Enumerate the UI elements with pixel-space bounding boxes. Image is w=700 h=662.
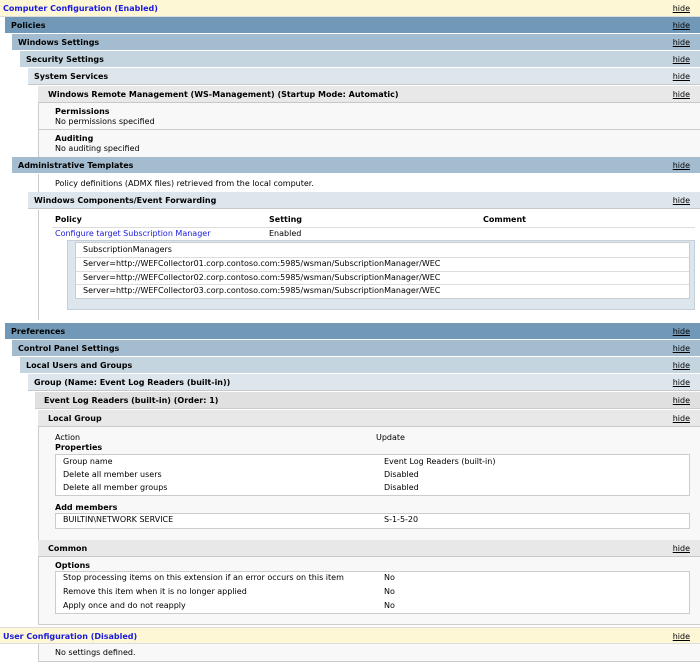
section-title: Policies (11, 21, 46, 30)
auditing-label: Auditing (55, 134, 94, 143)
property-value: Disabled (384, 483, 419, 492)
section-title: Control Panel Settings (18, 344, 120, 353)
section-title: Common (48, 544, 88, 553)
options-label: Options (55, 561, 91, 570)
option-name: Apply once and do not reapply (63, 601, 186, 610)
user-config-details (38, 644, 700, 662)
option-name: Stop processing items on this extension … (63, 573, 344, 582)
list-item: Server=http://WEFCollector03.corp.contos… (83, 286, 441, 295)
properties-label: Properties (55, 443, 103, 452)
auditing-value: No auditing specified (55, 144, 140, 153)
hide-link[interactable]: hide (672, 196, 690, 205)
property-name: Group name (63, 457, 113, 466)
permissions-label: Permissions (55, 107, 110, 116)
permissions-value: No permissions specified (55, 117, 155, 126)
hide-link[interactable]: hide (672, 396, 690, 405)
member-name: BUILTIN\NETWORK SERVICE (63, 515, 174, 524)
user-configuration-header[interactable]: User Configuration (Disabled) hide (0, 627, 700, 644)
column-setting: Setting (269, 215, 302, 224)
common-header[interactable]: Common hide (38, 540, 700, 557)
column-policy: Policy (55, 215, 82, 224)
computer-configuration-header[interactable]: Computer Configuration (Enabled) hide (0, 0, 700, 17)
section-title: Windows Components/Event Forwarding (34, 196, 217, 205)
section-title: User Configuration (Disabled) (3, 632, 138, 641)
group-header[interactable]: Group (Name: Event Log Readers (built-in… (28, 374, 700, 391)
service-details (38, 103, 700, 157)
policy-link[interactable]: Configure target Subscription Manager (55, 229, 211, 238)
list-item: Server=http://WEFCollector02.corp.contos… (83, 273, 441, 282)
property-name: Delete all member groups (63, 483, 168, 492)
hide-link[interactable]: hide (672, 4, 690, 13)
event-forwarding-header[interactable]: Windows Components/Event Forwarding hide (28, 192, 700, 209)
no-settings-note: No settings defined. (55, 648, 136, 657)
list-item: Server=http://WEFCollector01.corp.contos… (83, 259, 441, 268)
members-table (55, 513, 690, 529)
property-value: Event Log Readers (built-in) (384, 457, 496, 466)
section-title: Event Log Readers (built-in) (Order: 1) (44, 396, 219, 405)
hide-link[interactable]: hide (672, 38, 690, 47)
winrm-service-header[interactable]: Windows Remote Management (WS-Management… (38, 86, 700, 103)
hide-link[interactable]: hide (672, 544, 690, 553)
hide-link[interactable]: hide (672, 414, 690, 423)
property-value: Disabled (384, 470, 419, 479)
hide-link[interactable]: hide (672, 90, 690, 99)
windows-settings-header[interactable]: Windows Settings hide (12, 34, 700, 51)
hide-link[interactable]: hide (672, 632, 690, 641)
section-title: Windows Settings (18, 38, 100, 47)
security-settings-header[interactable]: Security Settings hide (20, 51, 700, 68)
policy-setting: Enabled (269, 229, 302, 238)
hide-link[interactable]: hide (672, 161, 690, 170)
section-title: System Services (34, 72, 109, 81)
local-group-header[interactable]: Local Group hide (38, 410, 700, 427)
properties-table (55, 454, 690, 496)
column-comment: Comment (483, 215, 526, 224)
section-title: Computer Configuration (Enabled) (3, 4, 158, 13)
local-users-groups-header[interactable]: Local Users and Groups hide (20, 357, 700, 374)
policies-header[interactable]: Policies hide (5, 17, 700, 34)
option-name: Remove this item when it is no longer ap… (63, 587, 247, 596)
option-value: No (384, 587, 395, 596)
system-services-header[interactable]: System Services hide (28, 68, 700, 85)
hide-link[interactable]: hide (672, 327, 690, 336)
hide-link[interactable]: hide (672, 344, 690, 353)
section-title: Group (Name: Event Log Readers (built-in… (34, 378, 231, 387)
preferences-header[interactable]: Preferences hide (5, 323, 700, 340)
option-value: No (384, 573, 395, 582)
property-name: Delete all member users (63, 470, 162, 479)
hide-link[interactable]: hide (672, 378, 690, 387)
hide-link[interactable]: hide (672, 361, 690, 370)
section-title: Preferences (11, 327, 66, 336)
add-members-label: Add members (55, 503, 118, 512)
section-title: Administrative Templates (18, 161, 134, 170)
hide-link[interactable]: hide (672, 72, 690, 81)
options-table (55, 571, 690, 614)
administrative-templates-header[interactable]: Administrative Templates hide (12, 157, 700, 174)
admx-note-box (38, 174, 700, 192)
list-header: SubscriptionManagers (83, 245, 172, 254)
event-log-readers-header[interactable]: Event Log Readers (built-in) (Order: 1) h… (35, 392, 700, 409)
section-title: Local Users and Groups (26, 361, 133, 370)
hide-link[interactable]: hide (672, 21, 690, 30)
member-sid: S-1-5-20 (384, 515, 419, 524)
option-value: No (384, 601, 395, 610)
section-title: Security Settings (26, 55, 104, 64)
action-value: Update (376, 433, 405, 442)
subscription-managers-list (75, 242, 690, 299)
hide-link[interactable]: hide (672, 55, 690, 64)
section-title: Local Group (48, 414, 102, 423)
action-label: Action (55, 433, 81, 442)
control-panel-settings-header[interactable]: Control Panel Settings hide (12, 340, 700, 357)
admx-note: Policy definitions (ADMX files) retrieve… (55, 179, 314, 188)
section-title: Windows Remote Management (WS-Management… (48, 90, 399, 99)
